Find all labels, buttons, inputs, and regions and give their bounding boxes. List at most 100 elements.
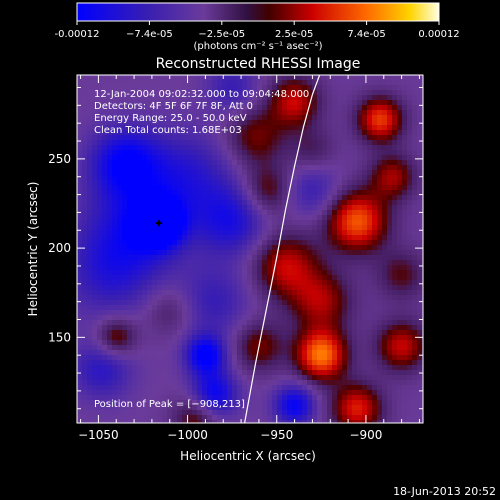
heatmap-cell [232,265,237,270]
heatmap-cell [392,230,397,235]
heatmap-cell [217,365,222,370]
heatmap-cell [367,400,372,405]
heatmap-cell [227,185,232,190]
heatmap-cell [312,365,317,370]
heatmap-cell [222,130,227,135]
heatmap-cell [127,105,132,110]
heatmap-cell [87,140,92,145]
heatmap-cell [387,330,392,335]
heatmap-cell [192,290,197,295]
heatmap-cell [122,175,127,180]
heatmap-cell [272,240,277,245]
heatmap-cell [277,415,282,420]
heatmap-cell [232,325,237,330]
heatmap-cell [142,370,147,375]
heatmap-cell [137,400,142,405]
heatmap-cell [362,350,367,355]
heatmap-cell [242,85,247,90]
heatmap-cell [132,120,137,125]
heatmap-cell [322,405,327,410]
heatmap-cell [122,300,127,305]
heatmap-cell [87,345,92,350]
heatmap-cell [287,75,292,80]
heatmap-cell [232,405,237,410]
heatmap-cell [222,125,227,130]
heatmap-cell [382,245,387,250]
heatmap-cell [392,160,397,165]
heatmap-cell [97,245,102,250]
heatmap-cell [172,235,177,240]
heatmap-cell [382,325,387,330]
heatmap-cell [112,330,117,335]
heatmap-cell [182,230,187,235]
heatmap-cell [247,115,252,120]
heatmap-cell [317,170,322,175]
heatmap-cell [137,100,142,105]
heatmap-cell [192,315,197,320]
heatmap-cell [192,150,197,155]
heatmap-cell [247,415,252,420]
heatmap-cell [237,315,242,320]
heatmap-cell [177,75,182,80]
heatmap-cell [167,325,172,330]
heatmap-cell [207,205,212,210]
heatmap-cell [287,255,292,260]
heatmap-cell [312,155,317,160]
heatmap-cell [192,170,197,175]
heatmap-cell [247,170,252,175]
heatmap-cell [397,100,402,105]
heatmap-cell [407,380,412,385]
heatmap-cell [357,230,362,235]
heatmap-cell [157,405,162,410]
heatmap-cell [297,400,302,405]
heatmap-cell [367,80,372,85]
heatmap-cell [107,130,112,135]
heatmap-cell [347,250,352,255]
heatmap-cell [262,230,267,235]
heatmap-cell [382,235,387,240]
heatmap-cell [257,160,262,165]
heatmap-cell [252,190,257,195]
heatmap-cell [152,410,157,415]
heatmap-cell [112,295,117,300]
heatmap-cell [142,245,147,250]
heatmap-cell [317,375,322,380]
heatmap-cell [87,350,92,355]
heatmap-cell [237,110,242,115]
heatmap-cell [302,270,307,275]
heatmap-cell [392,240,397,245]
heatmap-cell [252,175,257,180]
heatmap-cell [192,225,197,230]
heatmap-cell [222,420,227,423]
heatmap-cell [102,265,107,270]
heatmap-cell [292,330,297,335]
heatmap-cell [177,205,182,210]
heatmap-cell [257,375,262,380]
heatmap-cell [282,340,287,345]
heatmap-cell [127,375,132,380]
heatmap-cell [292,105,297,110]
heatmap-cell [127,110,132,115]
heatmap-cell [347,80,352,85]
heatmap-cell [267,285,272,290]
heatmap-cell [267,280,272,285]
heatmap-cell [177,285,182,290]
heatmap-cell [77,360,82,365]
heatmap-cell [407,125,412,130]
heatmap-cell [242,205,247,210]
heatmap-cell [132,135,137,140]
heatmap-cell [187,420,192,423]
heatmap-cell [112,280,117,285]
heatmap-cell [347,265,352,270]
heatmap-cell [367,85,372,90]
heatmap-cell [112,215,117,220]
heatmap-cell [147,255,152,260]
heatmap-cell [92,275,97,280]
heatmap-cell [162,190,167,195]
heatmap-cell [207,120,212,125]
heatmap-cell [202,160,207,165]
heatmap-cell [132,195,137,200]
heatmap-cell [207,400,212,405]
heatmap-cell [147,385,152,390]
heatmap-cell [362,190,367,195]
